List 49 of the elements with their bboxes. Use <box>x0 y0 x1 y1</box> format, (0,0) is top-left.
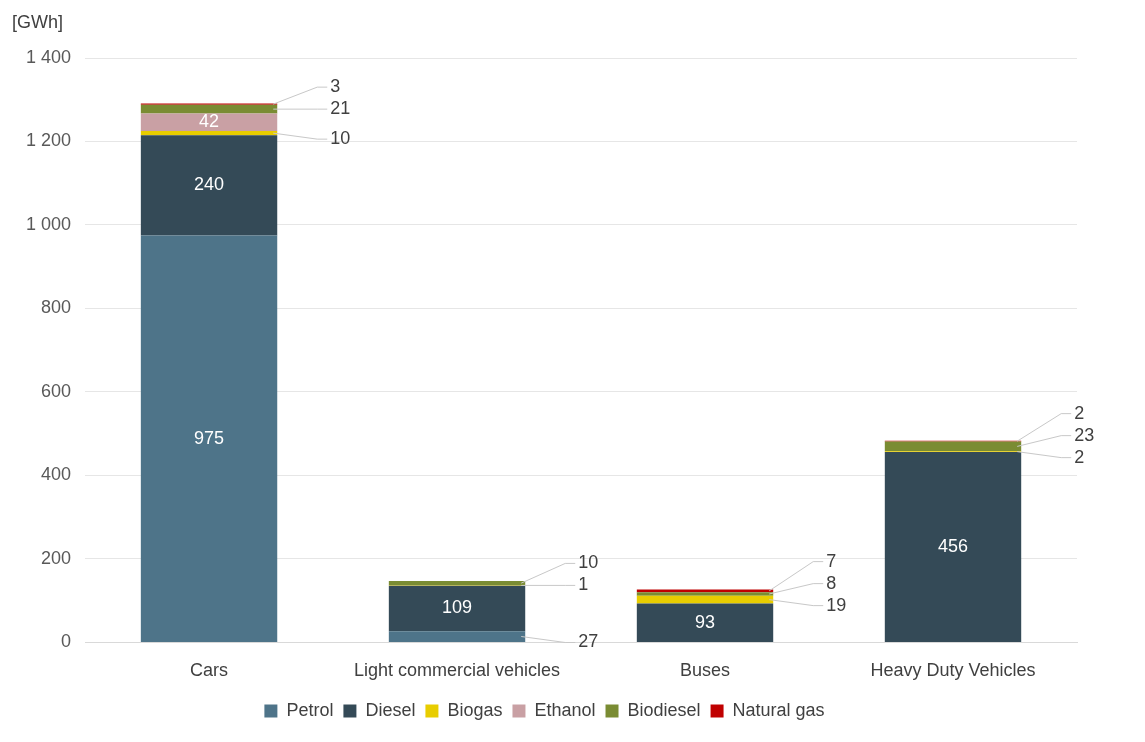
bar <box>388 581 526 586</box>
data-label: 456 <box>937 535 969 556</box>
y-tick-label: 1 200 <box>26 130 72 151</box>
y-tick-label: 1 000 <box>26 213 72 234</box>
y-tick-label: 1 400 <box>26 46 72 67</box>
data-label: 27 <box>578 631 599 652</box>
x-tick-label: Cars <box>190 660 229 681</box>
y-tick-label: 600 <box>41 380 72 401</box>
data-label: 2 <box>1074 446 1085 467</box>
bar <box>140 131 278 136</box>
x-tick-label: Heavy Duty Vehicles <box>870 660 1036 681</box>
data-label: 8 <box>826 572 837 593</box>
bar <box>388 631 526 642</box>
bar <box>884 441 1022 452</box>
y-tick-label: 200 <box>41 547 72 568</box>
data-label: 10 <box>330 128 351 149</box>
bar <box>140 113 278 132</box>
bar <box>636 603 774 642</box>
legend-label: Biodiesel <box>627 699 701 720</box>
x-tick-label: Buses <box>680 660 731 681</box>
y-tick-label: 800 <box>41 297 72 318</box>
bar <box>884 452 1022 642</box>
y-tick-label: 0 <box>61 631 72 652</box>
data-label: 93 <box>695 611 716 632</box>
bar <box>388 585 526 632</box>
legend-label: Ethanol <box>534 699 596 720</box>
x-tick-label: Light commercial vehicles <box>353 660 561 681</box>
bar <box>140 104 278 114</box>
data-label: 109 <box>442 597 473 618</box>
data-label: 23 <box>1074 424 1095 445</box>
bar <box>140 235 278 642</box>
data-label: 2 <box>1074 402 1085 423</box>
data-label: 42 <box>199 111 220 132</box>
bar <box>140 135 278 236</box>
data-label: 7 <box>826 550 837 571</box>
data-label: 21 <box>330 98 351 119</box>
data-label: 240 <box>194 174 225 195</box>
legend-label: Biogas <box>447 699 503 720</box>
bar <box>636 595 774 604</box>
y-axis-title: [GWh] <box>12 11 64 32</box>
data-label: 10 <box>578 552 599 573</box>
legend-label: Petrol <box>286 699 334 720</box>
data-label: 1 <box>578 574 589 595</box>
data-label: 19 <box>826 594 847 615</box>
legend-label: Diesel <box>365 699 416 720</box>
legend-label: Natural gas <box>732 699 825 720</box>
data-label: 3 <box>330 76 341 97</box>
data-label: 975 <box>194 427 225 448</box>
y-tick-label: 400 <box>41 464 72 485</box>
